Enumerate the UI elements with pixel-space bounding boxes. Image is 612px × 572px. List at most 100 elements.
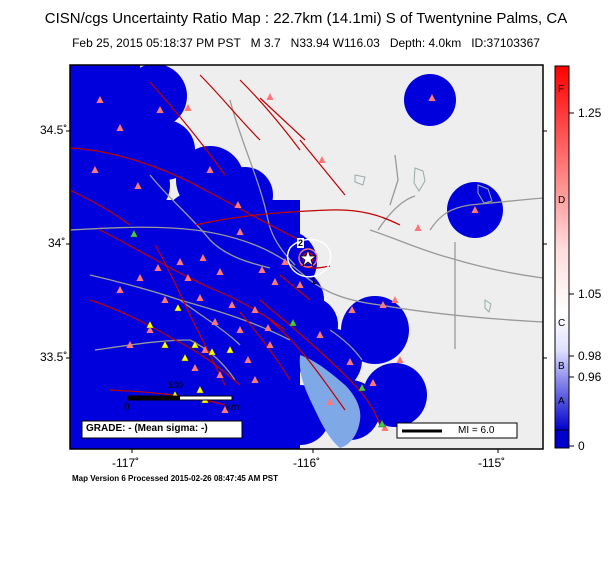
station-triangle-green bbox=[289, 318, 297, 327]
contour-label-1: 1 bbox=[311, 276, 317, 286]
contour-label-2: 2 bbox=[297, 238, 305, 248]
station-triangle bbox=[91, 166, 99, 173]
station-triangle bbox=[391, 296, 399, 303]
station-triangle-yellow bbox=[208, 347, 216, 356]
station-triangle bbox=[258, 266, 266, 273]
station-triangle bbox=[161, 296, 169, 303]
lon-tick-116: -116˚ bbox=[293, 456, 321, 470]
epicenter-star bbox=[299, 248, 317, 268]
station-triangle bbox=[234, 201, 242, 208]
station-triangle bbox=[206, 166, 214, 173]
dry-lakes bbox=[354, 167, 493, 313]
station-triangle-green bbox=[378, 419, 386, 428]
station-triangle bbox=[428, 94, 436, 101]
station-triangle-yellow bbox=[181, 353, 189, 362]
station-triangle bbox=[116, 286, 124, 293]
station-triangle bbox=[216, 371, 224, 378]
station-triangle bbox=[216, 268, 224, 275]
station-triangle-green bbox=[130, 229, 138, 238]
map-frame bbox=[69, 64, 544, 450]
station-triangle bbox=[236, 326, 244, 333]
station-triangle bbox=[244, 356, 252, 363]
station-triangle bbox=[264, 324, 272, 331]
station-triangle bbox=[316, 331, 324, 338]
station-triangle bbox=[96, 96, 104, 103]
station-triangle-yellow bbox=[174, 303, 182, 312]
station-triangle bbox=[191, 364, 199, 371]
station-triangle bbox=[136, 274, 144, 281]
station-triangle bbox=[414, 224, 422, 231]
station-triangle-yellow bbox=[191, 340, 199, 349]
colorbar-label-0-98: 0.98 bbox=[578, 349, 602, 363]
axis-ticks bbox=[66, 130, 547, 453]
colorbar-label-1-25: 1.25 bbox=[578, 106, 602, 120]
colorbar-label-0: 0 bbox=[578, 439, 585, 453]
lat-tick-34-5: 34.5˚ bbox=[40, 123, 68, 137]
colorbar-grade-d: D bbox=[558, 195, 566, 206]
station-triangle bbox=[126, 341, 134, 348]
station-triangle bbox=[184, 274, 192, 281]
station-triangle bbox=[196, 294, 204, 301]
station-triangle bbox=[184, 104, 192, 111]
station-triangle bbox=[396, 356, 404, 363]
station-triangle-yellow bbox=[146, 320, 154, 329]
station-triangle-green bbox=[358, 383, 366, 392]
station-triangle bbox=[266, 341, 274, 348]
scale-bar: 100 bbox=[127, 380, 233, 401]
station-triangle bbox=[471, 206, 479, 213]
station-triangle bbox=[199, 254, 207, 261]
map-version-footer: Map Version 6 Processed 2015-02-26 08:47… bbox=[72, 474, 279, 483]
roads bbox=[70, 99, 543, 381]
colorbar-grade-f: F bbox=[558, 84, 565, 95]
lon-tick-115: -115˚ bbox=[478, 456, 506, 470]
station-triangle bbox=[251, 306, 259, 313]
mmi-box bbox=[396, 422, 518, 439]
colorbar bbox=[554, 65, 574, 449]
station-triangle-yellow bbox=[196, 385, 204, 394]
svg-text:100: 100 bbox=[168, 380, 183, 390]
station-triangle bbox=[154, 264, 162, 271]
station-triangle bbox=[176, 258, 184, 265]
station-triangle bbox=[146, 326, 154, 333]
station-triangle bbox=[346, 358, 354, 365]
event-subtitle: Feb 25, 2015 05:18:37 PM PST M 3.7 N33.9… bbox=[72, 36, 540, 50]
station-triangle bbox=[201, 346, 209, 353]
uncertainty-regions bbox=[70, 65, 503, 449]
station-triangle bbox=[379, 301, 387, 308]
station-triangle bbox=[381, 424, 389, 431]
station-triangle bbox=[348, 306, 356, 313]
mmi-scale-label: MI = 6.0 bbox=[458, 425, 495, 436]
station-triangle bbox=[266, 93, 274, 100]
colorbar-label-0-96: 0.96 bbox=[578, 370, 602, 384]
station-triangle bbox=[318, 156, 326, 163]
station-triangle-yellow bbox=[161, 340, 169, 349]
lat-tick-33-5: 33.5˚ bbox=[40, 350, 68, 364]
station-triangle bbox=[251, 376, 259, 383]
scale-bar-start: 0 bbox=[124, 402, 130, 413]
lat-tick-34: 34˚ bbox=[48, 236, 66, 250]
station-triangle bbox=[211, 318, 219, 325]
map-title: CISN/cgs Uncertainty Ratio Map : 22.7km … bbox=[44, 10, 568, 27]
colorbar-grade-c: C bbox=[558, 318, 566, 329]
station-triangle bbox=[271, 278, 279, 285]
station-triangle bbox=[369, 379, 377, 386]
station-triangle-yellow bbox=[226, 345, 234, 354]
faults bbox=[70, 74, 401, 426]
colorbar-grade-b: B bbox=[558, 361, 565, 372]
station-triangle bbox=[221, 406, 229, 413]
station-triangle bbox=[116, 124, 124, 131]
colorbar-grade-a: A bbox=[558, 396, 565, 407]
lon-tick-117: -117˚ bbox=[112, 456, 140, 470]
station-triangle bbox=[281, 258, 289, 265]
station-triangle bbox=[134, 182, 142, 189]
scale-bar-end: km bbox=[226, 402, 240, 413]
station-triangle bbox=[326, 398, 334, 405]
grade-box bbox=[81, 420, 243, 439]
station-triangle bbox=[296, 281, 304, 288]
grade-text: GRADE: - (Mean sigma: -) bbox=[86, 423, 208, 434]
station-triangle bbox=[228, 301, 236, 308]
station-triangle bbox=[156, 106, 164, 113]
station-triangle bbox=[236, 228, 244, 235]
colorbar-label-1-05: 1.05 bbox=[578, 287, 602, 301]
